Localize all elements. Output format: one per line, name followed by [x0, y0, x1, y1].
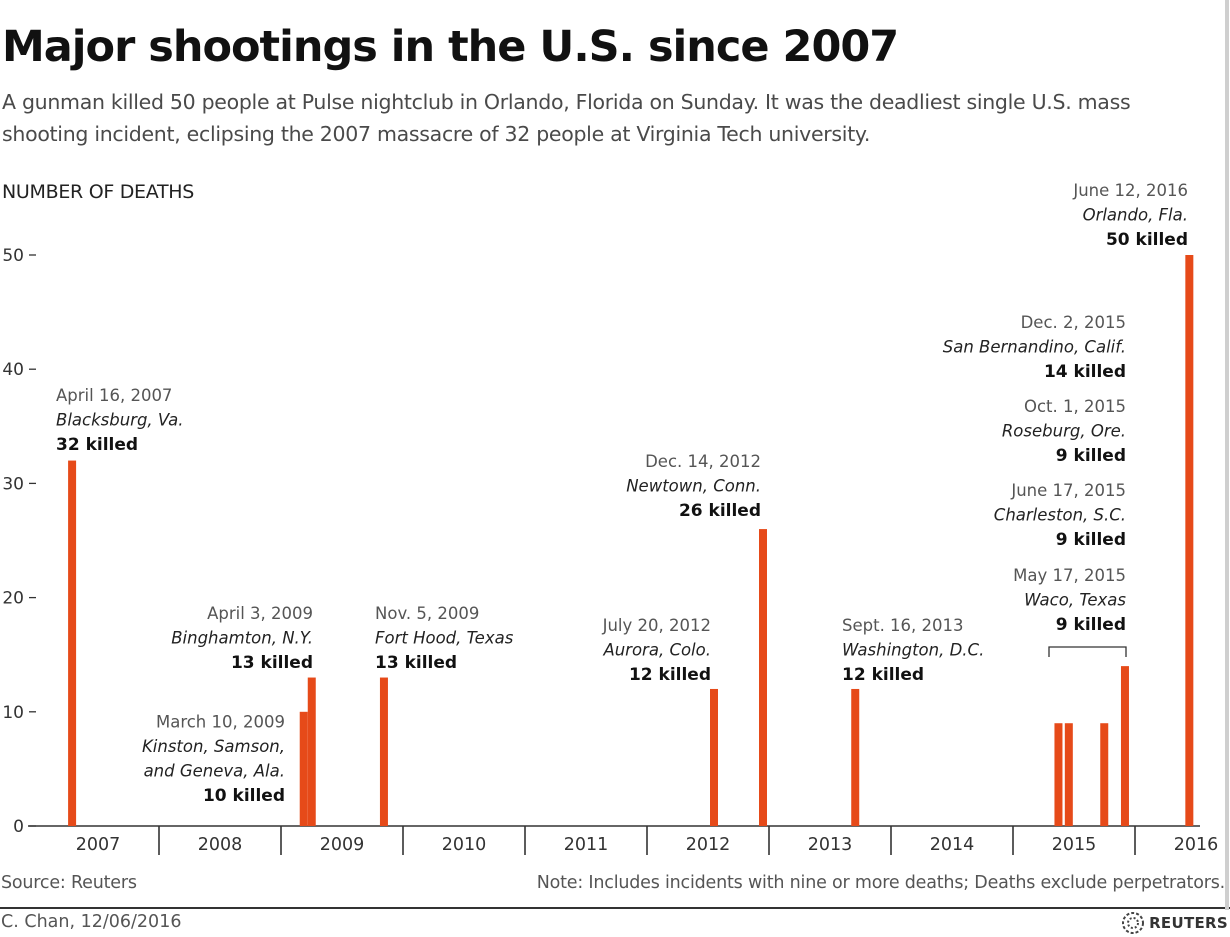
- bars: [68, 255, 1194, 826]
- annotation-killed: 9 killed: [1056, 446, 1126, 466]
- annotation-killed: 10 killed: [203, 786, 285, 806]
- reuters-logo: REUTERS: [1121, 911, 1228, 935]
- annotation-location: San Bernandino, Calif.: [943, 338, 1126, 357]
- x-tick-label: 2013: [808, 835, 853, 855]
- bar: [307, 677, 316, 826]
- x-tick-label: 2010: [442, 835, 487, 855]
- annotation-killed: 9 killed: [1056, 615, 1126, 635]
- bar: [1120, 666, 1129, 826]
- bar: [68, 460, 77, 826]
- annotation-killed: 32 killed: [56, 435, 138, 455]
- annotation-location: Charleston, S.C.: [994, 506, 1126, 525]
- reuters-dot-icon: [1122, 912, 1145, 934]
- annotation-location: Aurora, Colo.: [602, 641, 711, 660]
- x-tick-label: 2008: [198, 835, 243, 855]
- annotation-location: Blacksburg, Va.: [56, 411, 184, 430]
- annotation-location: Binghamton, N.Y.: [171, 629, 313, 648]
- bar: [1064, 723, 1073, 826]
- annotation-location: Orlando, Fla.: [1083, 206, 1188, 225]
- annotation-date: April 3, 2009: [207, 604, 313, 623]
- annotation-location: Fort Hood, Texas: [375, 629, 514, 648]
- annotation-killed: 13 killed: [231, 653, 313, 673]
- annotation-date: Oct. 1, 2015: [1024, 397, 1126, 416]
- annotation-killed: 12 killed: [842, 665, 924, 685]
- annotation-date: April 16, 2007: [56, 386, 172, 405]
- frame-edge: [1225, 0, 1229, 910]
- annotation-location: Washington, D.C.: [842, 641, 984, 660]
- x-tick-label: 2015: [1052, 835, 1097, 855]
- annotation-date: Dec. 2, 2015: [1021, 313, 1126, 332]
- annotation-killed: 50 killed: [1106, 230, 1188, 250]
- annotation-date: June 12, 2016: [1072, 181, 1188, 200]
- x-tick-label: 2016: [1174, 835, 1219, 855]
- y-axis-label: NUMBER OF DEATHS: [2, 181, 194, 203]
- y-axis: 0 10 20 30 40 50: [2, 246, 36, 837]
- bar: [759, 529, 767, 826]
- x-tick-label: 2012: [686, 835, 731, 855]
- reuters-wordmark: REUTERS: [1149, 914, 1228, 932]
- annotation-date: July 20, 2012: [602, 616, 711, 635]
- annotation-location: Roseburg, Ore.: [1002, 422, 1126, 441]
- x-tick-label: 2014: [930, 835, 975, 855]
- bar: [299, 711, 308, 826]
- x-tick-label: 2011: [564, 835, 609, 855]
- y-tick-label: 10: [2, 703, 24, 723]
- y-tick-label: 0: [13, 817, 24, 837]
- x-tick-label: 2007: [76, 835, 121, 855]
- annotation-location: Newtown, Conn.: [626, 477, 761, 496]
- credit-text: C. Chan, 12/06/2016: [1, 912, 182, 932]
- y-tick-label: 50: [2, 246, 24, 266]
- annotation-location: and Geneva, Ala.: [144, 762, 285, 781]
- annotation-killed: 26 killed: [679, 501, 761, 521]
- annotation-date: May 17, 2015: [1013, 566, 1126, 585]
- source-text: Source: Reuters: [1, 873, 137, 893]
- chart-subtitle: A gunman killed 50 people at Pulse night…: [2, 90, 1131, 146]
- bar: [379, 677, 388, 826]
- divider: [0, 907, 1230, 909]
- bar: [851, 688, 860, 826]
- bar: [1054, 723, 1063, 826]
- x-tick-label: 2009: [320, 835, 365, 855]
- bar: [710, 688, 718, 826]
- annotation-date: March 10, 2009: [156, 713, 285, 732]
- bracket-2015-group: [1048, 646, 1127, 657]
- annotation-killed: 12 killed: [629, 665, 711, 685]
- annotation-date: Nov. 5, 2009: [375, 604, 479, 623]
- annotation-date: Sept. 16, 2013: [842, 616, 964, 635]
- y-tick-label: 20: [2, 589, 24, 609]
- annotation-date: June 17, 2015: [1010, 481, 1126, 500]
- annotation-date: Dec. 14, 2012: [645, 452, 761, 471]
- bar: [1100, 723, 1109, 826]
- note-text: Note: Includes incidents with nine or mo…: [536, 873, 1225, 893]
- annotation-killed: 13 killed: [375, 653, 457, 673]
- chart-title: Major shootings in the U.S. since 2007: [2, 22, 899, 72]
- bracket-line: [1048, 646, 1127, 657]
- annotation-location: Kinston, Samson,: [142, 737, 285, 756]
- bar: [1185, 255, 1194, 826]
- y-tick-label: 30: [2, 474, 24, 494]
- bar-annotations: April 16, 2007 Blacksburg, Va. 32 killed Ma…: [56, 181, 1188, 806]
- annotation-killed: 9 killed: [1056, 530, 1126, 550]
- y-tick-label: 40: [2, 360, 24, 380]
- x-axis: 2007 2008 2009 2010 2011 2012 2013 2014 2015 2016: [28, 825, 1219, 855]
- annotation-location: Waco, Texas: [1024, 591, 1126, 610]
- annotation-killed: 14 killed: [1044, 362, 1126, 382]
